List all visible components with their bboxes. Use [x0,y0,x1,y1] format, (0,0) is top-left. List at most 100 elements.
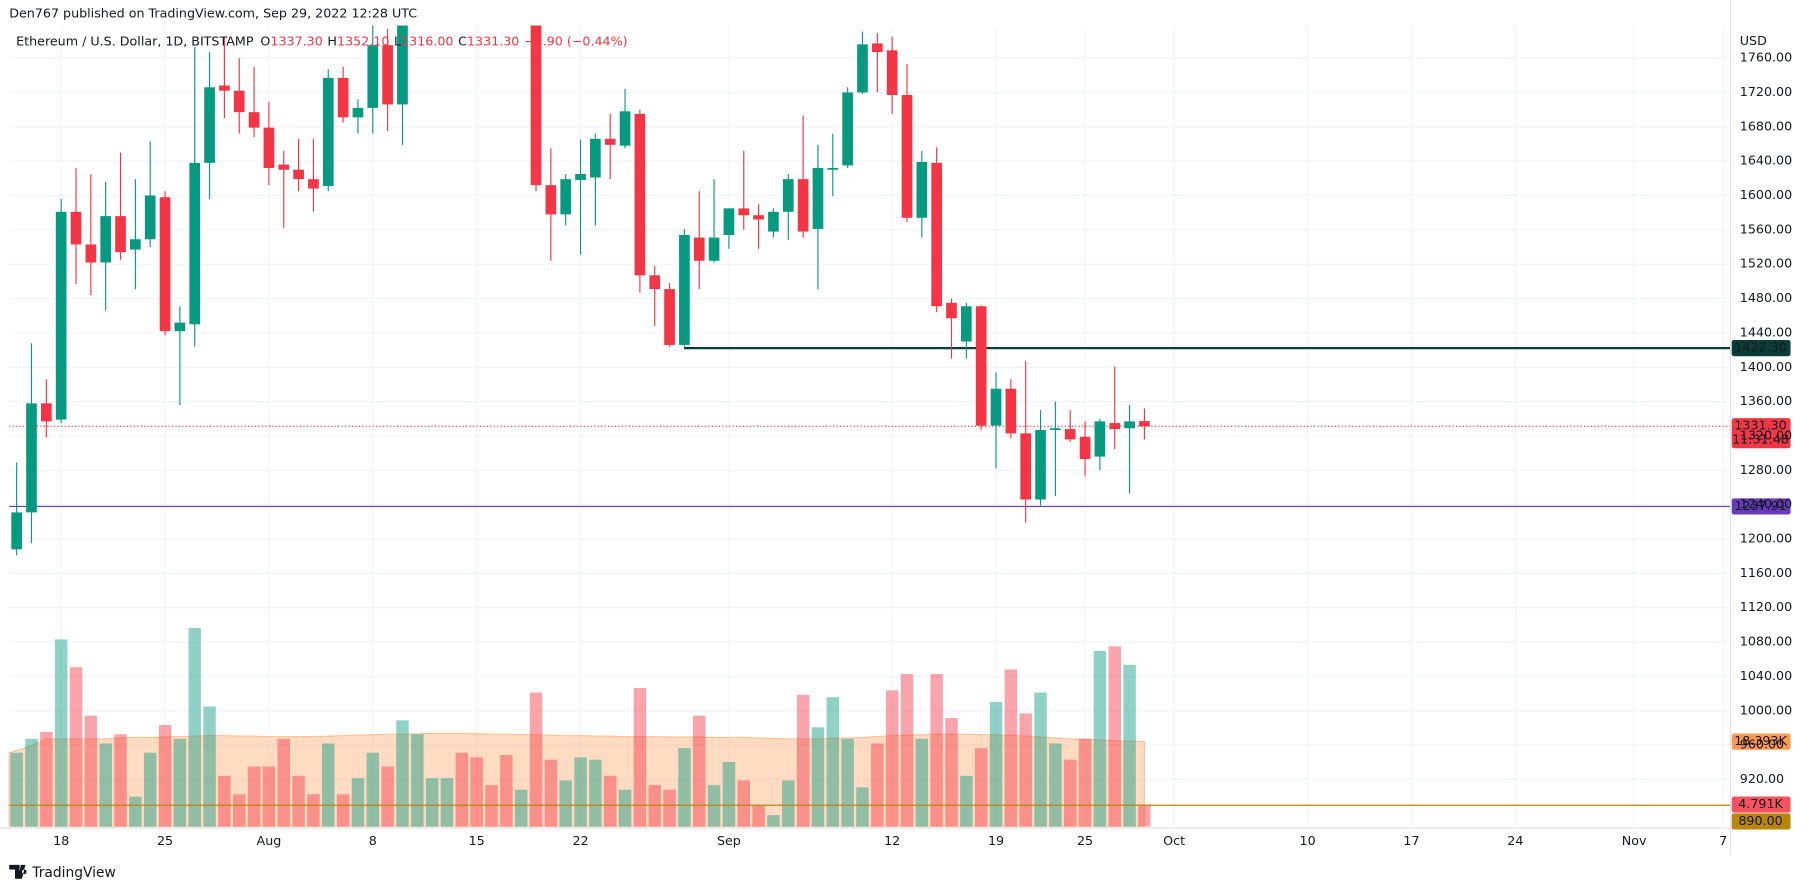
candle-body [219,85,230,91]
price-label-countdown: 11:31:48 [1732,432,1789,447]
volume-label: 18.393K [1734,733,1787,748]
candle-body [827,168,839,170]
y-tick-label: 1000.00 [1740,702,1792,717]
volume-bar [188,627,201,827]
volume-bar [40,731,53,827]
x-tick-label: 25 [157,833,173,848]
candle-body [975,306,987,426]
candle-body [85,244,97,263]
candle-body [886,50,898,96]
x-tick-label: Sep [717,833,741,848]
candle-body [263,127,275,169]
candle-body [946,302,957,319]
candle-body [55,211,67,420]
candle-body [233,90,245,113]
y-tick-label: 1520.00 [1740,256,1792,271]
change: −5.90 (−0.44%) [524,33,628,48]
volume-bar [1004,669,1018,827]
volume-bar [1049,743,1062,827]
volume-bar [218,775,231,827]
candle-body [723,208,735,235]
candle-body [782,179,794,212]
volume-bar [885,690,899,827]
plot-area [8,25,1731,827]
candle-body [871,43,883,53]
candle-body [248,112,260,128]
volume-bar [722,761,736,827]
ohlc-value: 1352.10 [337,33,389,48]
candle-body [278,164,290,170]
x-tick-label: 10 [1300,833,1316,848]
volume-bar [826,697,840,827]
candle-body [738,208,750,216]
volume-bar [247,766,261,827]
candle-body [545,185,557,215]
volume-bar [1063,759,1077,827]
y-tick-label: 1080.00 [1740,634,1792,649]
volume-bar [500,755,513,827]
brand-name: TradingView [31,865,116,881]
volume-bar [143,752,157,827]
candle-body [100,216,112,263]
volume-bar [841,738,854,827]
x-tick-label: 22 [572,833,588,848]
volume-bar [752,805,765,827]
volume-bar [796,694,810,827]
ohlc-value: 1316.00 [401,33,453,48]
ohlc-value: 1337.30 [270,33,322,48]
candle-body [11,512,22,550]
candle-body [293,169,304,180]
x-tick-label: 25 [1077,833,1093,848]
candle-body [679,234,690,345]
candle-body [1139,421,1150,427]
volume-bar [1108,646,1121,827]
x-tick-label: 7 [1719,833,1727,848]
y-tick-label: 1400.00 [1740,359,1792,374]
candle-body [1005,388,1017,434]
candle-body [619,111,631,146]
candle-body [26,403,37,513]
volume-bar [559,780,572,827]
volume-bar [336,794,350,827]
candle-body [575,174,586,181]
x-tick-label: 24 [1507,833,1523,848]
volume-bar [974,748,988,827]
volume-bar [589,759,602,827]
price-label: 1331.30 [1734,418,1786,433]
volume-bar [648,785,661,827]
ohlc-key: L [394,33,401,48]
x-tick-label: Aug [257,833,282,848]
candle-body [70,211,82,245]
volume-bar [203,706,216,827]
volume-bar [307,794,320,827]
volume-bar [381,766,394,827]
volume-bar [129,796,142,827]
volume-bar [945,718,958,827]
volume-bar [767,815,780,827]
candle-body [382,45,393,105]
volume-ma-area [8,732,1145,827]
y-tick-label: 1040.00 [1740,668,1792,683]
candle-body [901,95,913,218]
candle-body [1020,433,1032,500]
y-tick-label: 1240.00 [1740,496,1792,511]
volume-label-box [1731,796,1791,813]
volume-label-box [1731,733,1791,750]
volume-bar [930,674,943,827]
candle-body [842,92,853,166]
x-tick-label: 19 [988,833,1004,848]
volume-bar [663,789,676,827]
x-tick-label: Oct [1163,833,1185,848]
volume-bar [455,752,469,827]
logo-mark [9,864,27,879]
volume-bar [1034,692,1047,827]
candle-body [560,179,572,215]
y-tick-label: 1120.00 [1740,599,1792,614]
volume-bar [25,738,38,827]
volume-bar [84,715,98,827]
candle-body [174,322,186,332]
publisher-note: Den767 published on TradingView.com, Sep… [9,5,417,20]
volume-bar [1123,664,1136,827]
candle-body [1124,421,1135,429]
y-tick-label: 1560.00 [1740,221,1792,236]
